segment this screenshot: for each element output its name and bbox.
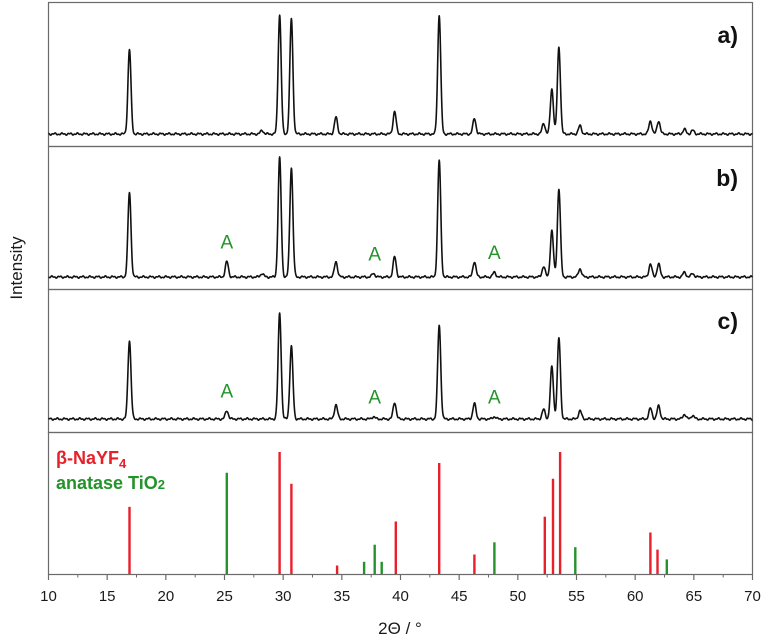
legend-nayf4: β-NaYF4 xyxy=(56,448,127,471)
y-axis-title: Intensity xyxy=(7,236,26,300)
x-axis-title: 2Θ / ° xyxy=(378,619,422,638)
anatase-mark-2-3: A xyxy=(488,243,501,264)
panel-b-label: b) xyxy=(716,165,738,191)
anatase-mark-3-1: A xyxy=(220,382,233,403)
anatase-mark-3-2: A xyxy=(368,388,381,409)
panel-c-frame xyxy=(47,288,754,434)
x-tick-label-70: 70 xyxy=(744,588,761,605)
reference-panel-frame xyxy=(47,431,754,576)
pattern-a-line xyxy=(47,14,754,136)
x-tick-label-55: 55 xyxy=(568,588,585,605)
x-tick-label-20: 20 xyxy=(157,588,174,605)
x-tick-label-35: 35 xyxy=(333,588,350,605)
x-tick-label-45: 45 xyxy=(451,588,468,605)
x-tick-label-10: 10 xyxy=(40,588,57,605)
panel-a-frame xyxy=(47,1,754,148)
panel-c-label: c) xyxy=(718,308,738,334)
pattern-c-line xyxy=(47,312,754,421)
x-tick-label-65: 65 xyxy=(685,588,702,605)
legend-tio2-main: anatase TiO xyxy=(56,473,158,493)
x-axis-ticks: 10 15 20 25 30 35 40 45 50 55 60 65 70 xyxy=(40,574,761,605)
x-tick-label-15: 15 xyxy=(99,588,116,605)
panel-a-label: a) xyxy=(718,22,738,48)
x-tick-label-50: 50 xyxy=(509,588,526,605)
x-tick-label-25: 25 xyxy=(216,588,233,605)
legend-tio2: anatase TiO2 xyxy=(56,473,165,493)
anatase-mark-2-2: A xyxy=(368,244,381,265)
anatase-mark-2-1: A xyxy=(220,233,233,254)
x-tick-label-40: 40 xyxy=(392,588,409,605)
legend-nayf4-main: -NaYF xyxy=(67,448,119,468)
anatase-marks: A A A A A A xyxy=(220,233,501,409)
reference-bars xyxy=(128,452,668,574)
panel-b-frame xyxy=(47,145,754,291)
anatase-mark-3-3: A xyxy=(488,388,501,409)
x-tick-label-30: 30 xyxy=(275,588,292,605)
x-tick-label-60: 60 xyxy=(627,588,644,605)
legend-nayf4-greek: β xyxy=(56,448,67,468)
legend-tio2-sub: 2 xyxy=(158,477,165,492)
pattern-b-line xyxy=(47,156,754,279)
legend-nayf4-sub: 4 xyxy=(119,456,127,471)
